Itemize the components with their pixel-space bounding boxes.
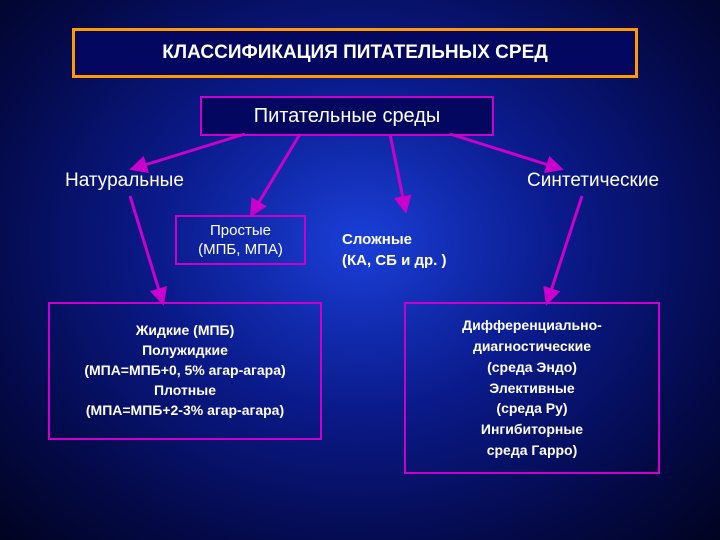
subtitle-text: Питательные среды <box>254 105 441 128</box>
synth-box-text: Дифференциально- диагностические (среда … <box>462 315 602 460</box>
synthetic-label: Синтетические <box>527 170 659 192</box>
arrow-1 <box>253 134 300 212</box>
liquid-box: Жидкие (МПБ) Полужидкие (МПА=МПБ+0, 5% а… <box>48 302 322 440</box>
complex-box: Сложные (КА, СБ и др. ) <box>342 210 497 254</box>
arrow-5 <box>548 196 582 300</box>
natural-label: Натуральные <box>65 170 184 192</box>
simple-text: Простые (МПБ, МПА) <box>198 221 283 260</box>
arrow-0 <box>135 134 245 168</box>
complex-text: Сложные (КА, СБ и др. ) <box>342 231 447 268</box>
arrow-4 <box>130 196 162 300</box>
subtitle-box: Питательные среды <box>200 96 494 136</box>
arrow-3 <box>450 134 558 168</box>
simple-box: Простые (МПБ, МПА) <box>175 215 306 265</box>
synthetic-box: Дифференциально- диагностические (среда … <box>404 302 660 474</box>
liquid-text: Жидкие (МПБ) Полужидкие (МПА=МПБ+0, 5% а… <box>84 321 285 420</box>
arrow-2 <box>390 134 405 208</box>
title-text: КЛАССИФИКАЦИЯ ПИТАТЕЛЬНЫХ СРЕД <box>162 42 548 64</box>
title-box: КЛАССИФИКАЦИЯ ПИТАТЕЛЬНЫХ СРЕД <box>72 28 638 78</box>
slide-root: КЛАССИФИКАЦИЯ ПИТАТЕЛЬНЫХ СРЕД Питательн… <box>0 0 720 540</box>
